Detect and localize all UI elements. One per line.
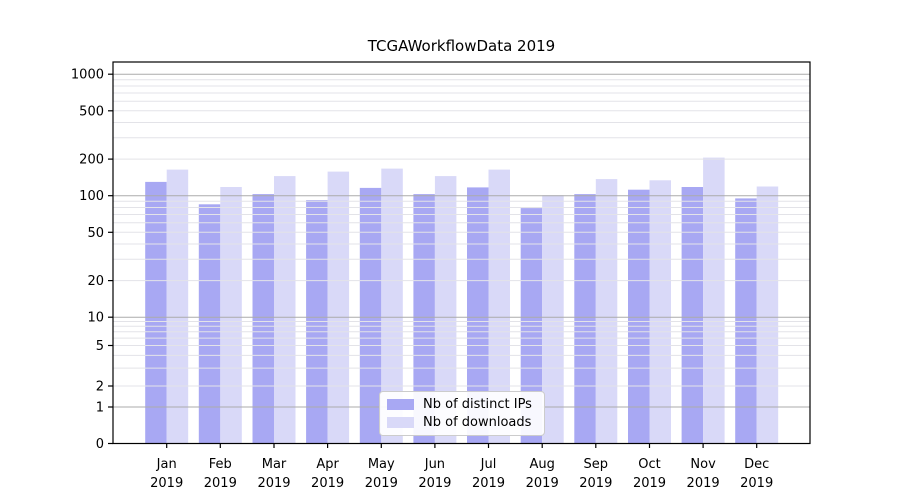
x-tick-label-apr-year: 2019 <box>311 476 344 491</box>
x-tick-label-feb: Feb <box>209 457 232 472</box>
x-tick-label-apr: Apr <box>316 457 339 472</box>
plot-border <box>112 61 811 445</box>
bar-sep-nb-of-distinct-ips <box>574 194 596 444</box>
x-tick-label-dec-year: 2019 <box>740 476 773 491</box>
y-tick-label-1000: 1000 <box>71 68 104 83</box>
legend-swatch-downloads <box>387 417 414 428</box>
legend: Nb of distinct IPs Nb of downloads <box>379 391 545 436</box>
x-tick-label-may: May <box>368 457 395 472</box>
x-tick-label-oct-year: 2019 <box>633 476 666 491</box>
bar-jul-nb-of-distinct-ips <box>467 187 489 444</box>
y-tick-label-2: 2 <box>96 380 104 395</box>
x-tick-label-jun: Jun <box>424 457 445 472</box>
y-tick-label-10: 10 <box>87 311 104 326</box>
x-tick-label-sep-year: 2019 <box>579 476 612 491</box>
bar-mar-nb-of-distinct-ips <box>252 194 274 444</box>
bar-nov-nb-of-downloads <box>703 157 725 444</box>
bar-jun-nb-of-distinct-ips <box>413 194 435 444</box>
bar-may-nb-of-distinct-ips <box>359 187 382 444</box>
bar-jan-nb-of-downloads <box>166 169 189 444</box>
legend-item-downloads: Nb of downloads <box>387 415 536 430</box>
x-tick-label-jun-year: 2019 <box>418 476 451 491</box>
x-tick-label-jul-year: 2019 <box>472 476 505 491</box>
x-tick-label-mar: Mar <box>262 457 287 472</box>
x-tick-label-may-year: 2019 <box>365 476 398 491</box>
y-tick-label-0: 0 <box>96 437 104 452</box>
x-tick-label-sep: Sep <box>584 457 609 472</box>
bar-oct-nb-of-distinct-ips <box>628 189 650 444</box>
y-tick-label-5: 5 <box>96 339 104 354</box>
bar-apr-nb-of-downloads <box>327 171 350 444</box>
y-tick-label-50: 50 <box>87 226 104 241</box>
bar-mar-nb-of-downloads <box>274 176 296 444</box>
bar-aug-nb-of-downloads <box>542 195 564 444</box>
x-tick-label-aug-year: 2019 <box>526 476 559 491</box>
bar-jan-nb-of-distinct-ips <box>145 181 167 444</box>
y-tick-label-100: 100 <box>79 189 104 204</box>
chart-title: TCGAWorkflowData 2019 <box>367 37 556 55</box>
bar-feb-nb-of-distinct-ips <box>198 204 221 444</box>
y-tick-label-500: 500 <box>79 104 104 119</box>
bar-sep-nb-of-downloads <box>595 179 618 444</box>
bar-jun-nb-of-downloads <box>434 176 457 444</box>
x-tick-label-jan: Jan <box>156 457 177 472</box>
y-tick-label-20: 20 <box>87 274 104 289</box>
bar-feb-nb-of-downloads <box>220 187 242 444</box>
bar-nov-nb-of-distinct-ips <box>681 187 704 444</box>
legend-swatch-distinct-ips <box>387 399 414 410</box>
x-tick-label-feb-year: 2019 <box>204 476 237 491</box>
y-tick-label-1: 1 <box>96 401 104 416</box>
x-tick-label-oct: Oct <box>638 457 660 472</box>
legend-label-downloads: Nb of downloads <box>423 415 532 430</box>
legend-label-distinct-ips: Nb of distinct IPs <box>423 397 532 412</box>
bar-may-nb-of-downloads <box>381 168 403 444</box>
x-tick-label-jul: Jul <box>480 457 497 472</box>
bar-oct-nb-of-downloads <box>649 180 671 444</box>
x-tick-label-nov-year: 2019 <box>687 476 720 491</box>
x-tick-label-dec: Dec <box>744 457 769 472</box>
x-tick-label-nov: Nov <box>690 457 716 472</box>
legend-item-distinct-ips: Nb of distinct IPs <box>387 397 536 412</box>
x-tick-label-aug: Aug <box>530 457 555 472</box>
x-tick-label-mar-year: 2019 <box>257 476 290 491</box>
bar-jul-nb-of-downloads <box>488 169 510 444</box>
x-tick-label-jan-year: 2019 <box>150 476 183 491</box>
bar-dec-nb-of-downloads <box>756 186 779 444</box>
y-tick-label-200: 200 <box>79 153 104 168</box>
